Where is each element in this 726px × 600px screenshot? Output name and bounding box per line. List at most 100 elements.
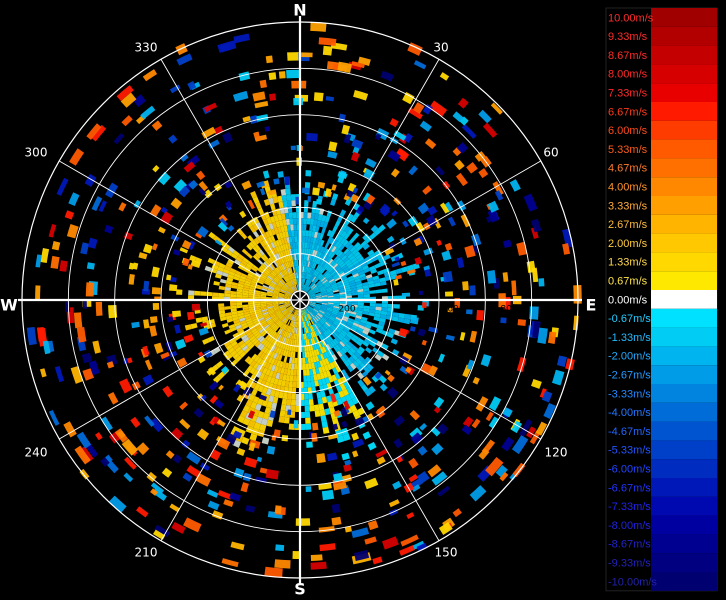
velocity-bin	[319, 233, 324, 240]
velocity-bin	[320, 289, 327, 293]
velocity-bin	[307, 288, 312, 294]
velocity-bin	[293, 420, 299, 429]
velocity-bin	[305, 417, 311, 424]
velocity-bin	[358, 324, 365, 330]
velocity-bin	[460, 213, 471, 228]
velocity-bin	[330, 281, 337, 286]
velocity-bin	[222, 132, 233, 144]
velocity-bin	[366, 363, 374, 371]
velocity-bin	[240, 334, 248, 341]
velocity-bin	[490, 102, 503, 115]
velocity-bin	[349, 246, 357, 253]
velocity-bin	[152, 164, 160, 173]
velocity-bin	[168, 134, 178, 144]
velocity-bin	[339, 293, 346, 297]
velocity-bin	[238, 317, 246, 322]
velocity-bin	[328, 267, 334, 273]
velocity-bin	[499, 472, 509, 482]
velocity-bin	[305, 308, 310, 314]
velocity-bin	[327, 318, 334, 323]
velocity-bin	[273, 307, 280, 311]
velocity-bin	[268, 395, 275, 403]
velocity-bin	[264, 260, 271, 267]
velocity-bin	[351, 61, 366, 69]
velocity-bin	[289, 242, 294, 249]
velocity-bin	[287, 289, 293, 294]
velocity-bin	[284, 301, 291, 304]
velocity-bin	[305, 486, 312, 492]
velocity-bin	[225, 344, 233, 351]
velocity-bin	[315, 355, 320, 362]
velocity-bin	[439, 202, 450, 214]
velocity-bin	[352, 360, 360, 368]
velocity-bin	[315, 367, 320, 375]
velocity-bin	[401, 292, 411, 297]
velocity-bin	[219, 316, 227, 322]
velocity-bin	[321, 261, 327, 268]
velocity-bin	[324, 248, 329, 255]
velocity-bin	[187, 240, 196, 251]
velocity-bin	[243, 284, 250, 289]
velocity-bin	[266, 306, 273, 309]
velocity-bin	[307, 320, 311, 327]
velocity-bin	[315, 322, 320, 329]
velocity-bin	[240, 232, 248, 240]
velocity-bin	[280, 329, 285, 336]
velocity-bin	[297, 284, 300, 291]
velocity-bin	[321, 378, 327, 386]
velocity-bin	[85, 282, 95, 297]
velocity-bin	[218, 214, 228, 224]
velocity-bin	[87, 237, 98, 249]
velocity-bin	[374, 249, 382, 256]
velocity-bin	[262, 360, 268, 368]
velocity-bin	[284, 324, 289, 331]
velocity-bin	[277, 334, 282, 341]
velocity-bin	[239, 275, 247, 281]
velocity-bin	[275, 310, 281, 314]
velocity-bin	[304, 351, 308, 358]
velocity-bin	[263, 281, 270, 286]
velocity-bin	[373, 316, 381, 322]
velocity-bin	[284, 212, 290, 220]
velocity-bin	[105, 182, 119, 199]
velocity-bin	[321, 304, 328, 308]
velocity-bin	[364, 338, 372, 345]
velocity-bin	[269, 389, 276, 397]
velocity-bin	[290, 194, 296, 201]
velocity-bin	[118, 202, 127, 212]
velocity-bin	[292, 351, 296, 358]
velocity-bin	[317, 273, 322, 279]
velocity-bin	[256, 371, 263, 379]
colorbar-label: -5.33m/s	[608, 445, 651, 457]
velocity-bin	[291, 200, 296, 207]
velocity-bin	[325, 96, 335, 102]
velocity-bin	[279, 290, 286, 294]
velocity-bin	[323, 364, 330, 372]
velocity-bin	[189, 254, 197, 262]
velocity-bin	[266, 303, 273, 306]
velocity-bin	[366, 277, 374, 282]
velocity-bin	[271, 248, 276, 255]
velocity-bin	[242, 306, 249, 311]
velocity-bin	[308, 338, 312, 345]
velocity-bin	[349, 255, 356, 262]
velocity-bin	[172, 454, 183, 464]
velocity-bin	[305, 272, 309, 280]
velocity-bin	[232, 352, 240, 360]
velocity-bin	[266, 267, 272, 273]
velocity-bin	[247, 234, 254, 242]
velocity-bin	[270, 314, 277, 319]
velocity-bin	[344, 288, 352, 293]
velocity-bin	[252, 339, 259, 346]
velocity-bin	[309, 301, 316, 303]
velocity-bin	[282, 256, 287, 264]
velocity-bin	[356, 310, 364, 314]
velocity-bin	[359, 273, 366, 279]
velocity-bin	[339, 321, 347, 326]
velocity-bin	[351, 289, 358, 294]
velocity-bin	[332, 287, 339, 292]
velocity-bin	[233, 33, 250, 44]
velocity-bin	[248, 304, 255, 307]
colorbar-swatch	[651, 252, 717, 272]
velocity-bin	[333, 481, 348, 491]
